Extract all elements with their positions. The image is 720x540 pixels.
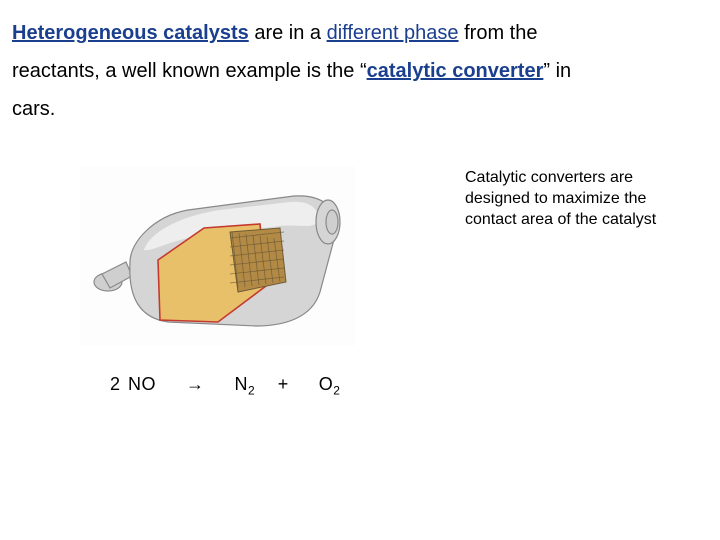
term-different-phase: different phase	[327, 22, 459, 44]
heading-line2a: reactants, a well known example is the “	[12, 60, 367, 82]
eq-lhs: 2 NO	[110, 374, 156, 394]
eq-sub-2: 2	[333, 384, 340, 398]
heading-seg-1: are in a	[249, 22, 327, 44]
eq-o: O	[319, 374, 334, 394]
figure-row: Catalytic converters are designed to max…	[12, 166, 708, 346]
term-heterogeneous-catalysts: Heterogeneous catalysts	[12, 22, 249, 44]
equation: 2 NO → N2 + O2	[12, 374, 708, 398]
heading-line-1: Heterogeneous catalysts are in a differe…	[12, 14, 708, 52]
eq-plus: +	[278, 374, 289, 394]
eq-sub-1: 2	[248, 384, 255, 398]
heading-line3: cars.	[12, 98, 55, 120]
heading-line2b: ” in	[543, 60, 571, 82]
figure-caption: Catalytic converters are designed to max…	[465, 168, 690, 230]
converter-illustration	[80, 166, 355, 346]
heading-line-2: reactants, a well known example is the “…	[12, 52, 708, 90]
catalytic-converter-figure	[80, 166, 355, 346]
eq-n: N	[235, 374, 249, 394]
eq-arrow: →	[186, 374, 205, 394]
heading-line-3: cars.	[12, 90, 708, 128]
heading-seg-2: from the	[459, 22, 538, 44]
term-catalytic-converter: catalytic converter	[367, 60, 544, 82]
